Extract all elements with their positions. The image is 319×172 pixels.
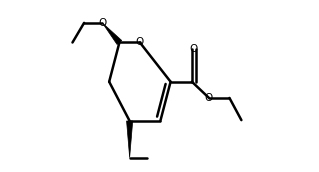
Polygon shape bbox=[127, 121, 133, 158]
Text: O: O bbox=[205, 93, 213, 103]
Text: O: O bbox=[189, 44, 198, 54]
Text: O: O bbox=[98, 18, 107, 28]
Text: O: O bbox=[136, 37, 144, 47]
Polygon shape bbox=[102, 23, 122, 45]
